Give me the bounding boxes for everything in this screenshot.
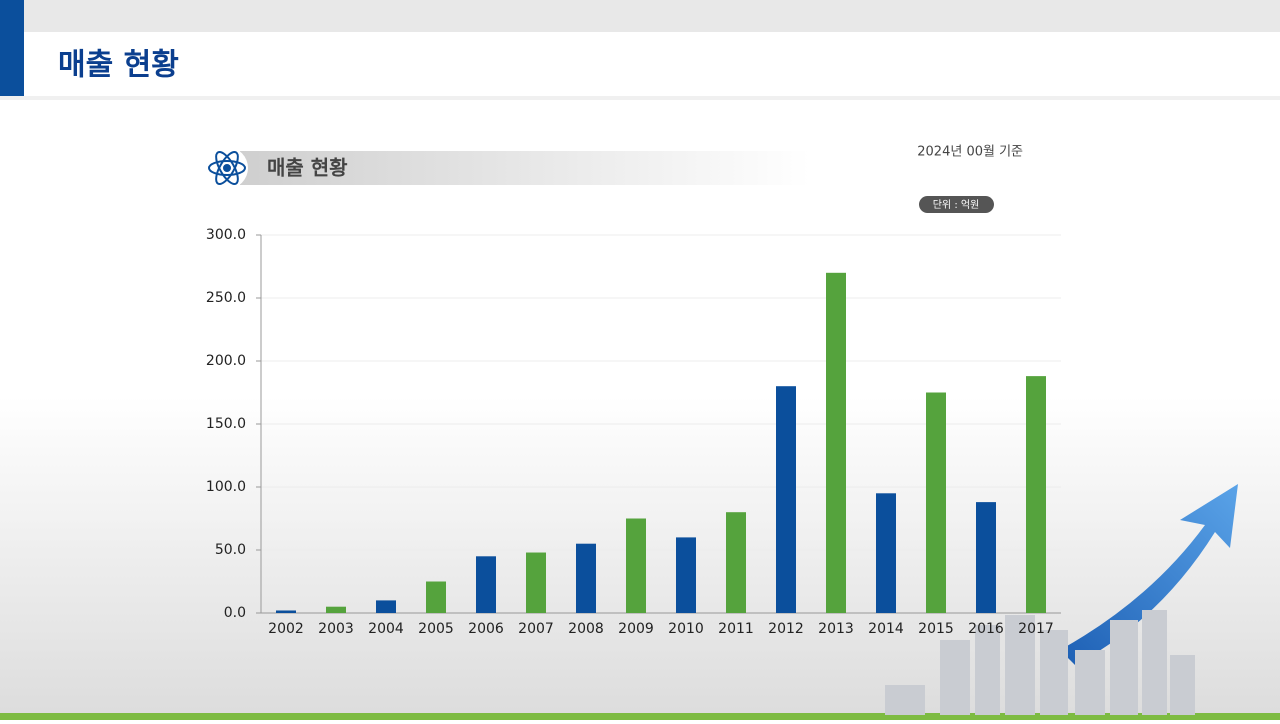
chart-note: 2024년 00월 기준 bbox=[917, 145, 1023, 160]
bar bbox=[926, 392, 946, 613]
y-tick-label: 200.0 bbox=[206, 353, 246, 369]
bar bbox=[876, 493, 896, 613]
x-tick-label: 2003 bbox=[318, 621, 354, 637]
y-tick-label: 0.0 bbox=[224, 605, 246, 621]
x-tick-label: 2009 bbox=[618, 621, 654, 637]
x-tick-label: 2011 bbox=[718, 621, 754, 637]
bar bbox=[576, 543, 596, 613]
arrow-decoration bbox=[1060, 484, 1238, 665]
y-tick-label: 250.0 bbox=[206, 290, 246, 306]
city-decoration bbox=[885, 610, 1195, 715]
unit-label: 단위 : 억원 bbox=[933, 198, 980, 211]
header-rule bbox=[0, 96, 1280, 100]
x-tick-label: 2017 bbox=[1018, 621, 1054, 637]
y-tick-label: 100.0 bbox=[206, 479, 246, 495]
bar bbox=[826, 272, 846, 613]
bar bbox=[376, 600, 396, 613]
bar bbox=[726, 512, 746, 613]
x-tick-label: 2012 bbox=[768, 621, 804, 637]
x-tick-label: 2014 bbox=[868, 621, 904, 637]
x-tick-label: 2002 bbox=[268, 621, 304, 637]
top-band bbox=[0, 0, 1280, 32]
x-tick-label: 2013 bbox=[818, 621, 854, 637]
y-tick-label: 50.0 bbox=[215, 542, 246, 558]
x-tick-label: 2008 bbox=[568, 621, 604, 637]
x-tick-label: 2007 bbox=[518, 621, 554, 637]
header-accent bbox=[0, 0, 24, 98]
bar bbox=[526, 552, 546, 613]
x-tick-label: 2004 bbox=[368, 621, 404, 637]
bar bbox=[776, 386, 796, 613]
x-tick-label: 2010 bbox=[668, 621, 704, 637]
bar bbox=[626, 518, 646, 613]
bar bbox=[476, 556, 496, 613]
bar bbox=[426, 581, 446, 613]
x-tick-label: 2015 bbox=[918, 621, 954, 637]
chart-heading-bar bbox=[240, 151, 810, 185]
bar bbox=[276, 610, 296, 613]
x-tick-label: 2005 bbox=[418, 621, 454, 637]
page-title: 매출 현황 bbox=[58, 48, 179, 83]
bar bbox=[676, 537, 696, 613]
bar bbox=[1026, 376, 1046, 613]
x-tick-label: 2016 bbox=[968, 621, 1004, 637]
chart-title: 매출 현황 bbox=[267, 156, 348, 180]
atom-icon bbox=[206, 147, 248, 189]
bar bbox=[326, 606, 346, 613]
y-tick-label: 150.0 bbox=[206, 416, 246, 432]
unit-badge bbox=[919, 196, 994, 213]
x-tick-label: 2006 bbox=[468, 621, 504, 637]
y-tick-label: 300.0 bbox=[206, 227, 246, 243]
bar bbox=[976, 502, 996, 613]
footer-line bbox=[0, 713, 1280, 720]
